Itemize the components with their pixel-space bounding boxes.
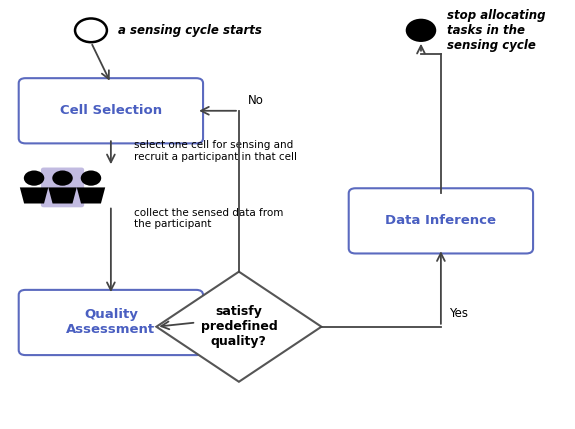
Polygon shape [48, 187, 76, 203]
Text: No: No [247, 94, 263, 106]
Circle shape [75, 18, 107, 42]
Polygon shape [76, 187, 105, 203]
FancyBboxPatch shape [19, 78, 203, 143]
Text: Cell Selection: Cell Selection [60, 104, 162, 117]
Circle shape [24, 170, 44, 186]
FancyBboxPatch shape [348, 188, 533, 254]
Text: Yes: Yes [450, 307, 469, 320]
Polygon shape [156, 272, 321, 382]
Circle shape [407, 20, 435, 41]
Text: a sensing cycle starts: a sensing cycle starts [118, 24, 262, 37]
FancyBboxPatch shape [19, 290, 203, 355]
Circle shape [52, 170, 73, 186]
Circle shape [81, 170, 101, 186]
Text: stop allocating
tasks in the
sensing cycle: stop allocating tasks in the sensing cyc… [447, 9, 545, 52]
Polygon shape [20, 187, 48, 203]
Text: select one cell for sensing and
recruit a participant in that cell: select one cell for sensing and recruit … [133, 140, 297, 162]
FancyBboxPatch shape [41, 167, 84, 207]
Text: Data Inference: Data Inference [385, 214, 496, 227]
Text: Quality
Assessment: Quality Assessment [66, 308, 155, 336]
Text: satisfy
predefined
quality?: satisfy predefined quality? [201, 305, 277, 348]
Text: collect the sensed data from
the participant: collect the sensed data from the partici… [133, 208, 283, 230]
